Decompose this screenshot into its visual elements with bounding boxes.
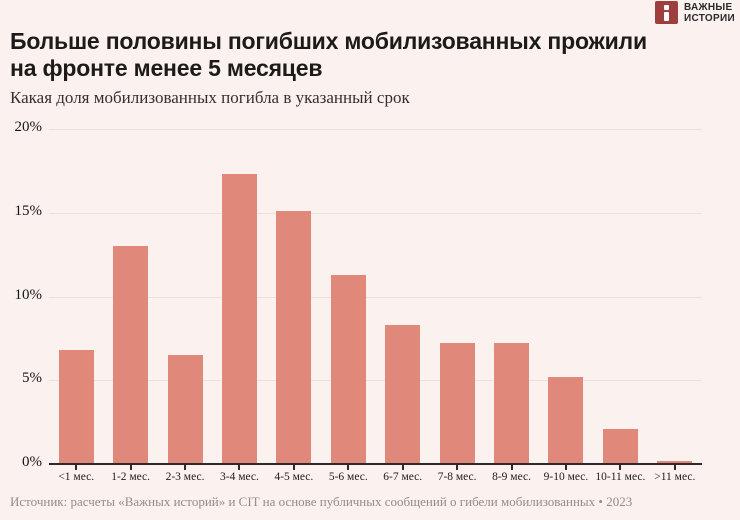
- x-axis-label: 3-4 мес.: [220, 471, 259, 483]
- x-axis-label: >11 мес.: [654, 471, 696, 483]
- bar-2-3 мес.: [167, 355, 203, 464]
- bar-7-8 мес.: [439, 343, 475, 464]
- x-axis-label: 2-3 мес.: [165, 471, 205, 483]
- bar->11 мес.: [657, 460, 693, 464]
- x-tick: [238, 465, 241, 470]
- gridline-10: [49, 296, 702, 298]
- y-axis-label: 5%: [22, 370, 42, 387]
- x-axis-label: 5-6 мес.: [328, 471, 368, 483]
- x-axis-label: 4-5 мес.: [274, 471, 314, 483]
- bar-<1 мес.: [58, 350, 94, 464]
- bar-1-2 мес.: [113, 246, 149, 464]
- bar-8-9 мес.: [494, 343, 530, 464]
- y-axis-label: 10%: [14, 286, 43, 303]
- x-tick: [510, 465, 513, 470]
- logo-line1: ВАЖНЫЕ: [684, 2, 733, 13]
- y-axis-label: 0%: [22, 454, 42, 470]
- x-tick: [401, 465, 404, 470]
- plot-area: [49, 129, 702, 464]
- bar-4-5 мес.: [276, 211, 312, 464]
- gridline-15: [49, 212, 702, 214]
- x-tick: [129, 465, 132, 470]
- bar-6-7 мес.: [385, 324, 421, 464]
- title-line1: Больше половины погибших мобилизованных …: [10, 28, 647, 54]
- logo-text: ВАЖНЫЕ ИСТОРИИ: [684, 2, 735, 24]
- x-axis-label: 8-9 мес.: [492, 471, 531, 483]
- x-tick: [347, 465, 350, 470]
- page-subtitle: Какая доля мобилизованных погибла в указ…: [10, 88, 410, 107]
- header: Больше половины погибших мобилизованных …: [10, 28, 720, 108]
- x-tick: [184, 465, 187, 470]
- gridline-5: [49, 380, 702, 382]
- bar-3-4 мес.: [221, 174, 257, 464]
- y-axis-label: 20%: [14, 119, 43, 135]
- bar-9-10 мес.: [548, 376, 584, 464]
- x-axis-label: 1-2 мес.: [111, 471, 151, 483]
- logo-line2: ИСТОРИИ: [684, 13, 735, 24]
- istories-i-icon: [655, 1, 678, 24]
- x-axis-label: 9-10 мес.: [543, 471, 589, 483]
- x-axis-label: <1 мес.: [58, 471, 95, 483]
- x-tick: [564, 465, 567, 470]
- gridline-20: [49, 129, 702, 130]
- y-axis-label: 15%: [14, 202, 43, 219]
- x-tick: [456, 465, 459, 470]
- bar-10-11 мес.: [602, 428, 638, 464]
- x-tick: [673, 465, 676, 470]
- x-tick: [619, 465, 622, 470]
- x-axis-label: 10-11 мес.: [595, 471, 646, 483]
- logo: ВАЖНЫЕ ИСТОРИИ: [655, 1, 735, 24]
- bar-5-6 мес.: [330, 274, 366, 464]
- x-axis-line: [49, 463, 702, 465]
- title-line2: на фронте менее 5 месяцев: [10, 55, 323, 81]
- x-tick: [75, 465, 78, 470]
- page-title: Больше половины погибших мобилизованных …: [10, 28, 720, 82]
- x-tick: [292, 465, 295, 470]
- x-axis-label: 6-7 мес.: [383, 471, 423, 483]
- x-axis-label: 7-8 мес.: [437, 471, 477, 483]
- source-note: Источник: расчеты «Важных историй» и CIT…: [10, 494, 633, 509]
